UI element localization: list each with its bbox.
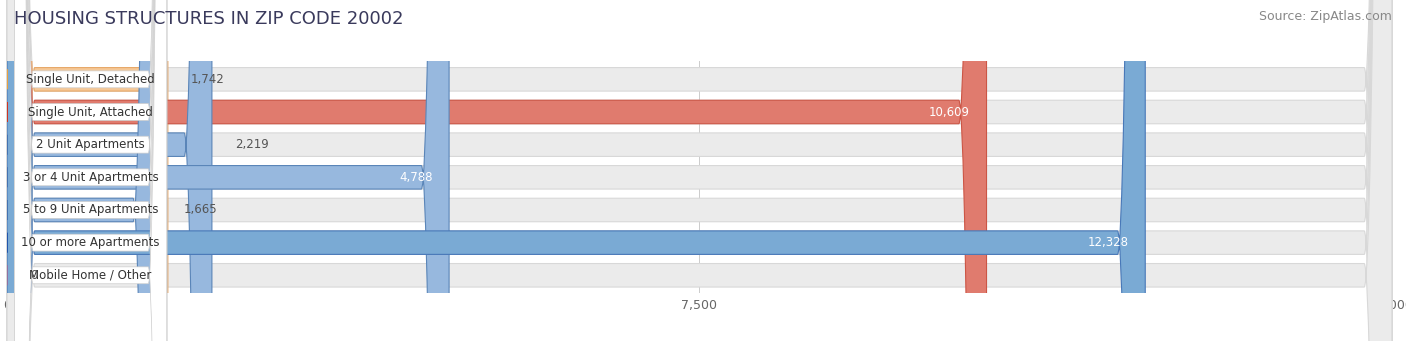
Text: 10 or more Apartments: 10 or more Apartments (21, 236, 160, 249)
Text: 1,742: 1,742 (191, 73, 225, 86)
Text: 0: 0 (30, 269, 38, 282)
FancyBboxPatch shape (7, 0, 1392, 341)
FancyBboxPatch shape (14, 0, 167, 341)
FancyBboxPatch shape (14, 0, 167, 341)
FancyBboxPatch shape (7, 0, 160, 341)
FancyBboxPatch shape (14, 0, 167, 341)
Text: 1,665: 1,665 (184, 204, 218, 217)
FancyBboxPatch shape (14, 0, 167, 341)
FancyBboxPatch shape (7, 0, 1146, 341)
Text: 2,219: 2,219 (235, 138, 269, 151)
Text: 10,609: 10,609 (929, 105, 970, 119)
FancyBboxPatch shape (7, 0, 1392, 341)
FancyBboxPatch shape (7, 0, 1392, 341)
Text: Single Unit, Detached: Single Unit, Detached (27, 73, 155, 86)
FancyBboxPatch shape (7, 0, 212, 341)
Text: Single Unit, Attached: Single Unit, Attached (28, 105, 153, 119)
Text: Mobile Home / Other: Mobile Home / Other (30, 269, 152, 282)
FancyBboxPatch shape (14, 0, 167, 341)
Text: 12,328: 12,328 (1088, 236, 1129, 249)
FancyBboxPatch shape (14, 0, 167, 341)
FancyBboxPatch shape (7, 0, 987, 341)
Text: 3 or 4 Unit Apartments: 3 or 4 Unit Apartments (22, 171, 159, 184)
Text: 4,788: 4,788 (399, 171, 433, 184)
Text: HOUSING STRUCTURES IN ZIP CODE 20002: HOUSING STRUCTURES IN ZIP CODE 20002 (14, 10, 404, 28)
FancyBboxPatch shape (7, 0, 1392, 341)
FancyBboxPatch shape (7, 0, 1392, 341)
FancyBboxPatch shape (7, 0, 1392, 341)
FancyBboxPatch shape (7, 0, 1392, 341)
Text: 5 to 9 Unit Apartments: 5 to 9 Unit Apartments (22, 204, 159, 217)
FancyBboxPatch shape (7, 0, 167, 341)
FancyBboxPatch shape (14, 0, 167, 341)
Text: Source: ZipAtlas.com: Source: ZipAtlas.com (1258, 10, 1392, 23)
FancyBboxPatch shape (7, 0, 449, 341)
Text: 2 Unit Apartments: 2 Unit Apartments (37, 138, 145, 151)
